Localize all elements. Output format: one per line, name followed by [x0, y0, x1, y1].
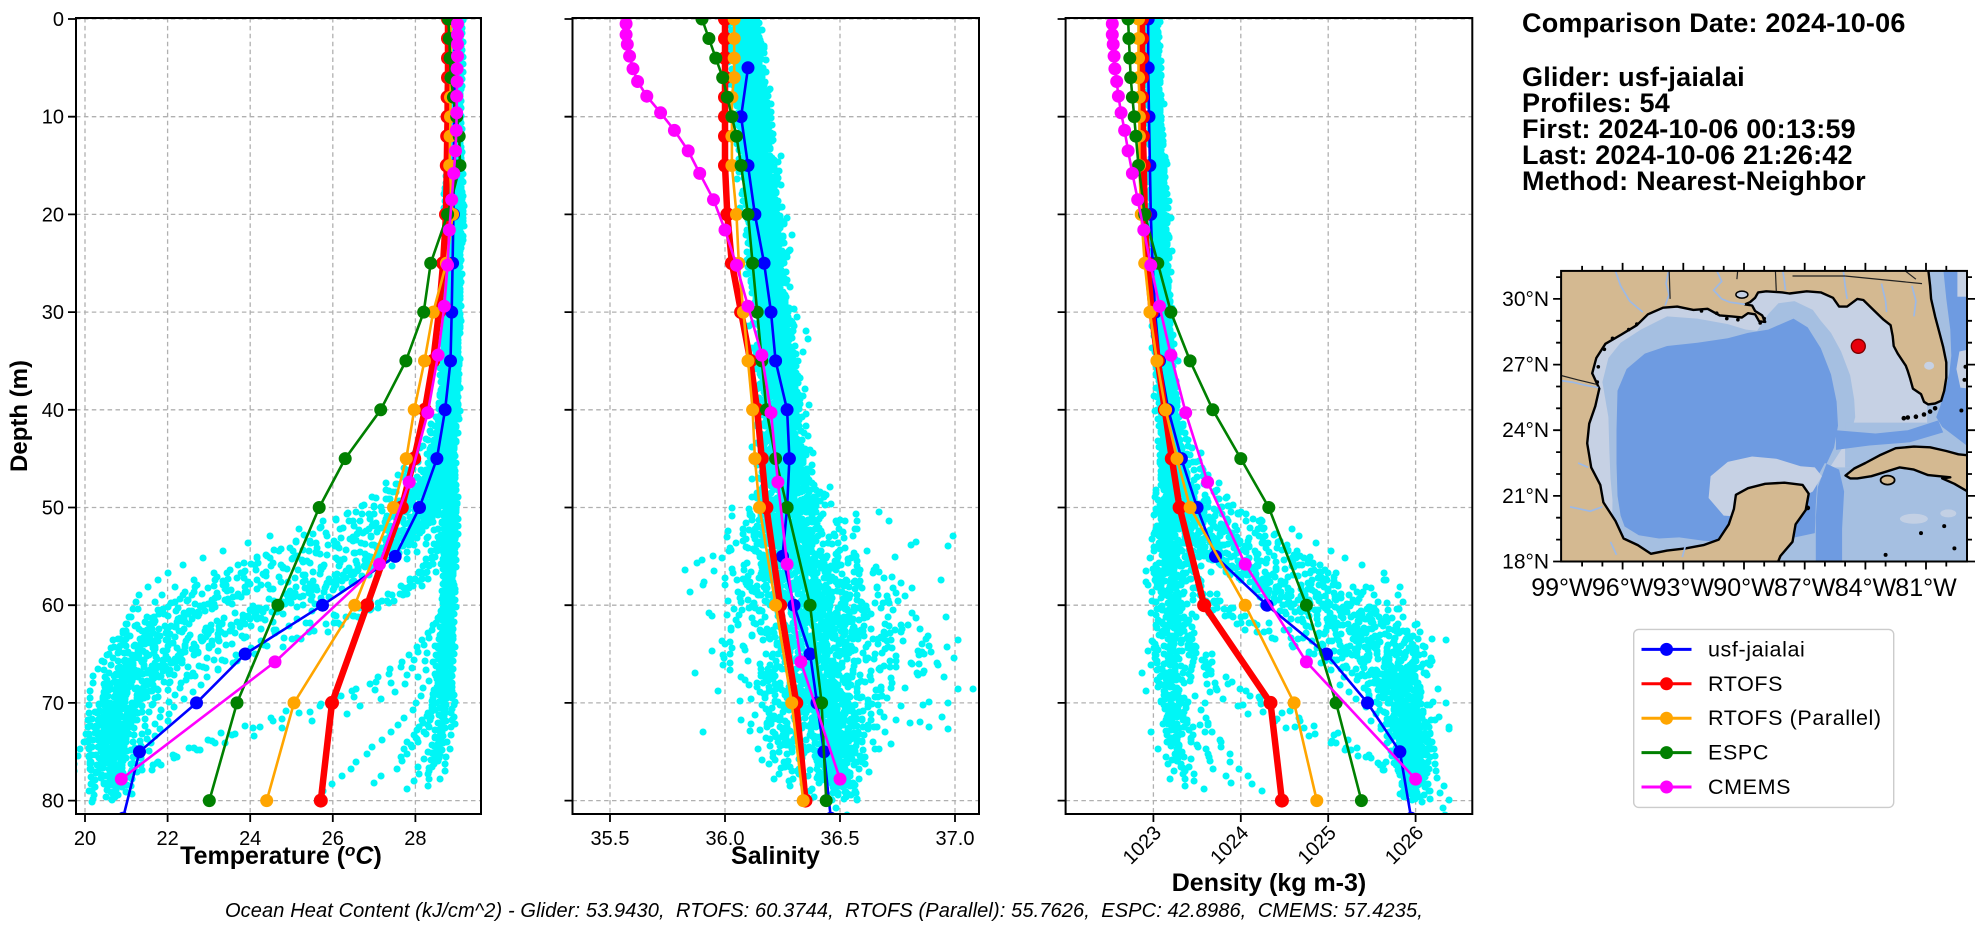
svg-text:50: 50 — [42, 498, 64, 520]
svg-text:90°W: 90°W — [1713, 574, 1775, 602]
svg-text:0: 0 — [53, 9, 64, 31]
svg-text:Depth (m): Depth (m) — [6, 360, 33, 472]
svg-text:26: 26 — [322, 828, 344, 850]
svg-text:80: 80 — [42, 791, 64, 813]
svg-text:36.0: 36.0 — [706, 828, 745, 850]
svg-text:CMEMS: CMEMS — [1708, 775, 1791, 799]
svg-text:Profiles: 54: Profiles: 54 — [1522, 88, 1670, 118]
svg-text:21°N: 21°N — [1502, 485, 1549, 508]
svg-text:24: 24 — [239, 828, 261, 850]
svg-text:37.0: 37.0 — [936, 828, 975, 850]
svg-text:Density (kg m-3): Density (kg m-3) — [1172, 869, 1366, 897]
svg-text:70: 70 — [42, 693, 64, 715]
svg-text:24°N: 24°N — [1502, 419, 1549, 442]
svg-text:30: 30 — [42, 302, 64, 324]
svg-text:First: 2024-10-06 00:13:59: First: 2024-10-06 00:13:59 — [1522, 114, 1856, 144]
svg-text:20: 20 — [42, 204, 64, 226]
svg-text:28: 28 — [404, 828, 426, 850]
svg-text:Method: Nearest-Neighbor: Method: Nearest-Neighbor — [1522, 166, 1866, 196]
svg-text:81°W: 81°W — [1895, 574, 1957, 602]
svg-text:87°W: 87°W — [1774, 574, 1836, 602]
svg-text:18°N: 18°N — [1502, 551, 1549, 574]
svg-text:Glider: usf-jaialai: Glider: usf-jaialai — [1522, 62, 1745, 92]
svg-text:40: 40 — [42, 400, 64, 422]
svg-text:36.5: 36.5 — [821, 828, 860, 850]
svg-text:27°N: 27°N — [1502, 354, 1549, 377]
svg-text:ESPC: ESPC — [1708, 741, 1769, 765]
svg-text:93°W: 93°W — [1653, 574, 1715, 602]
svg-text:30°N: 30°N — [1502, 288, 1549, 311]
svg-text:Last: 2024-10-06 21:26:42: Last: 2024-10-06 21:26:42 — [1522, 140, 1853, 170]
svg-text:84°W: 84°W — [1835, 574, 1897, 602]
svg-text:35.5: 35.5 — [591, 828, 630, 850]
svg-text:Ocean Heat Content (kJ/cm^2) -: Ocean Heat Content (kJ/cm^2) - Glider: 5… — [225, 900, 1423, 922]
svg-text:96°W: 96°W — [1592, 574, 1654, 602]
svg-text:RTOFS: RTOFS — [1708, 672, 1783, 696]
svg-text:60: 60 — [42, 595, 64, 617]
svg-text:Comparison Date: 2024-10-06: Comparison Date: 2024-10-06 — [1522, 8, 1906, 38]
svg-text:99°W: 99°W — [1531, 574, 1593, 602]
svg-text:10: 10 — [42, 107, 64, 129]
svg-text:Salinity: Salinity — [731, 842, 820, 870]
svg-text:RTOFS (Parallel): RTOFS (Parallel) — [1708, 706, 1882, 730]
svg-text:usf-jaialai: usf-jaialai — [1708, 637, 1805, 661]
svg-text:20: 20 — [74, 828, 96, 850]
svg-text:22: 22 — [156, 828, 178, 850]
